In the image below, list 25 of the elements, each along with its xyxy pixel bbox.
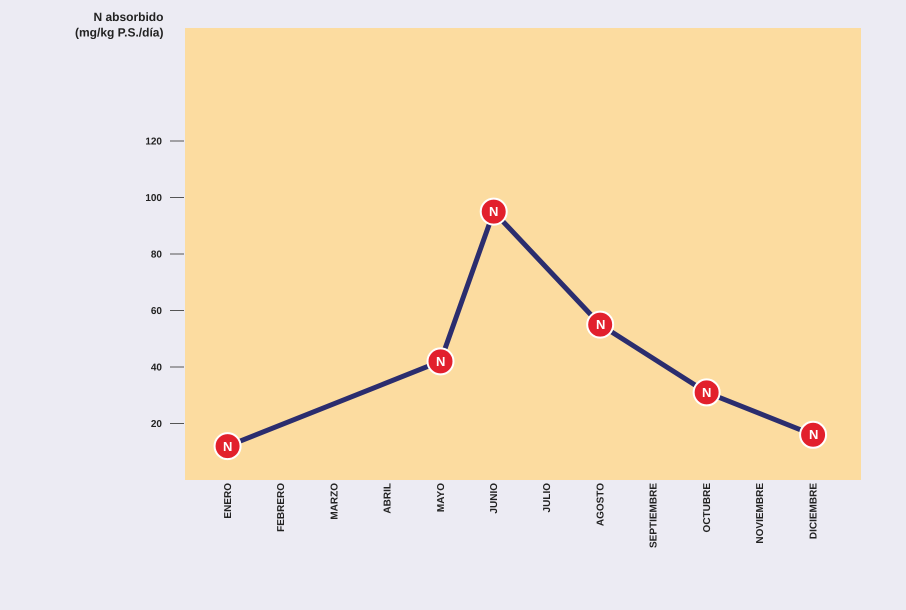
x-tick-label: FEBRERO [276,482,288,532]
x-tick-label: DICIEMBRE [808,482,820,540]
y-tick-label: 40 [150,362,162,374]
x-tick-label: AGOSTO [595,482,606,526]
x-tick-label: MAYO [436,482,447,512]
y-tick-label: 120 [145,136,162,148]
y-tick-label: 60 [150,306,162,317]
y-axis-title: N absorbido (mg/kg P.S./día) [75,10,164,40]
x-tick-label: ABRIL [382,483,394,514]
y-tick-label: 80 [150,250,162,260]
x-tick-label: OCTUBRE [702,482,713,532]
x-tick-label: SEPTIEMBRE [648,482,660,548]
x-tick-label: NOVIEMBRE [755,482,766,544]
annotation: N [436,354,446,369]
x-tick-label: MARZO [329,482,340,520]
annotation: N [596,317,606,332]
x-tick-label: JUNIO [488,482,500,514]
annotation: N [223,439,232,454]
y-tick-label: 20 [150,419,162,430]
annotation: N [809,427,818,442]
y-tick-label: 100 [145,193,162,204]
annotation: N [702,385,712,400]
x-tick-label: ENERO [222,482,234,519]
annotation: N [489,204,498,219]
x-tick-label: JULIO [542,482,554,512]
